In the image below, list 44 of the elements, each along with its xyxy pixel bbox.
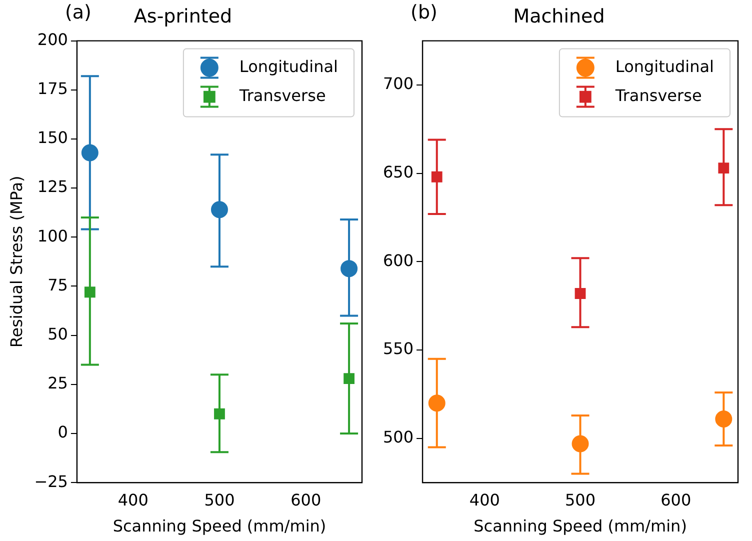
point xyxy=(344,373,354,384)
point xyxy=(718,162,730,174)
y-axis-title: Residual Stress (MPa) xyxy=(6,176,26,348)
y-tick-label: 25 xyxy=(48,374,68,393)
legend-label: Longitudinal xyxy=(239,56,338,76)
x-tick-label: 400 xyxy=(118,490,148,510)
y-tick-label: 75 xyxy=(48,275,68,294)
point xyxy=(210,201,228,218)
chart-title: As-printed xyxy=(134,5,232,28)
x-tick-label: 400 xyxy=(469,490,500,510)
x-axis-title: Scanning Speed (mm/min) xyxy=(112,516,326,536)
point xyxy=(81,144,98,162)
x-tick-label: 600 xyxy=(660,490,692,510)
y-tick-label: 550 xyxy=(382,339,414,358)
point xyxy=(431,171,442,182)
chart-title: Machined xyxy=(513,5,605,28)
y-tick-label: 150 xyxy=(37,128,68,148)
text: (b) xyxy=(410,1,438,24)
y-tick-label: 600 xyxy=(382,250,414,270)
y-tick-label: 125 xyxy=(37,177,68,196)
point xyxy=(428,394,446,412)
x-tick-label: 500 xyxy=(204,490,235,510)
x-tick-label: 500 xyxy=(564,490,596,510)
legend-label: Transverse xyxy=(614,86,702,105)
y-tick-label: 500 xyxy=(382,428,414,447)
y-tick-label: 50 xyxy=(48,324,68,344)
text: (a) xyxy=(64,1,92,24)
point xyxy=(574,288,586,299)
point xyxy=(715,410,732,428)
legend-label: Transverse xyxy=(238,86,326,105)
y-tick-label: 200 xyxy=(37,30,68,49)
point xyxy=(572,435,589,452)
y-tick-label: 0 xyxy=(58,422,68,442)
legend-label: Longitudinal xyxy=(615,56,714,76)
point xyxy=(214,408,225,420)
y-tick-label: 175 xyxy=(37,79,68,98)
point xyxy=(84,286,96,298)
x-axis-title: Scanning Speed (mm/min) xyxy=(474,516,687,536)
y-tick-label: 700 xyxy=(382,74,414,94)
x-tick-label: 600 xyxy=(290,490,322,510)
y-tick-label: 650 xyxy=(382,162,414,182)
point xyxy=(340,260,358,278)
y-tick-label: −25 xyxy=(34,472,68,491)
y-tick-label: 100 xyxy=(37,226,68,246)
